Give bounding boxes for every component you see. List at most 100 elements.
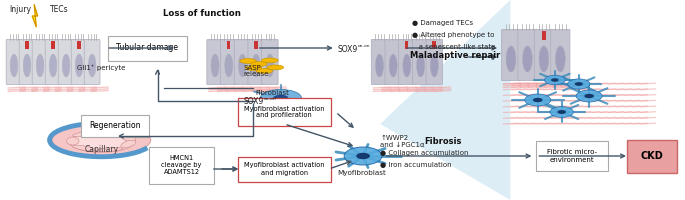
Ellipse shape	[568, 79, 590, 89]
Ellipse shape	[523, 46, 532, 72]
Circle shape	[240, 59, 256, 63]
FancyBboxPatch shape	[518, 29, 537, 81]
Text: Myofibroblast activation
and profileration: Myofibroblast activation and profilerati…	[244, 106, 325, 118]
FancyBboxPatch shape	[238, 156, 330, 182]
Text: SOX9: SOX9	[243, 97, 264, 106]
Ellipse shape	[576, 90, 602, 102]
Text: TECs: TECs	[50, 4, 68, 14]
Ellipse shape	[575, 82, 583, 86]
Ellipse shape	[121, 140, 136, 148]
FancyBboxPatch shape	[426, 39, 443, 85]
Text: SOX9: SOX9	[337, 45, 358, 53]
Ellipse shape	[389, 54, 397, 77]
Text: Myofibroblast: Myofibroblast	[338, 170, 386, 176]
Ellipse shape	[75, 54, 83, 77]
Circle shape	[245, 66, 262, 70]
FancyBboxPatch shape	[19, 39, 35, 85]
Ellipse shape	[403, 54, 411, 77]
Text: Loss of function: Loss of function	[163, 8, 241, 18]
Ellipse shape	[211, 54, 219, 77]
Text: HMCN1
cleavage by
ADAMTS12: HMCN1 cleavage by ADAMTS12	[162, 155, 201, 175]
Ellipse shape	[73, 145, 96, 151]
Ellipse shape	[545, 75, 565, 85]
FancyBboxPatch shape	[385, 39, 401, 85]
Ellipse shape	[66, 137, 79, 145]
Bar	[227, 41, 230, 49]
FancyBboxPatch shape	[81, 115, 149, 137]
FancyBboxPatch shape	[501, 29, 521, 81]
Ellipse shape	[97, 147, 123, 152]
FancyBboxPatch shape	[551, 29, 570, 81]
Text: SASP
release: SASP release	[243, 64, 269, 77]
Ellipse shape	[375, 54, 384, 77]
FancyBboxPatch shape	[238, 98, 330, 126]
Text: ↑WWP2
and ↓PGC1α: ↑WWP2 and ↓PGC1α	[380, 134, 425, 148]
FancyBboxPatch shape	[207, 39, 223, 85]
Text: ● Altered phenotype to: ● Altered phenotype to	[412, 32, 495, 38]
FancyBboxPatch shape	[371, 39, 388, 85]
FancyBboxPatch shape	[234, 39, 251, 85]
Ellipse shape	[238, 54, 247, 77]
Ellipse shape	[525, 94, 551, 106]
Ellipse shape	[10, 54, 18, 77]
Text: ● Damaged TECs: ● Damaged TECs	[412, 20, 473, 26]
FancyBboxPatch shape	[71, 39, 87, 85]
Ellipse shape	[52, 124, 151, 156]
Ellipse shape	[260, 90, 301, 106]
Text: Tubular damage: Tubular damage	[116, 44, 178, 52]
FancyBboxPatch shape	[32, 39, 48, 85]
Text: Capillary: Capillary	[84, 146, 119, 154]
Text: Injury: Injury	[9, 4, 31, 14]
Circle shape	[256, 69, 273, 73]
Text: Fibroblast: Fibroblast	[256, 90, 289, 96]
Ellipse shape	[225, 54, 233, 77]
Bar	[405, 41, 408, 49]
Ellipse shape	[266, 54, 274, 77]
Text: Gli1⁺ pericyte: Gli1⁺ pericyte	[77, 65, 125, 71]
Ellipse shape	[558, 110, 566, 114]
Text: Fibrosis: Fibrosis	[425, 136, 462, 146]
Bar	[25, 41, 29, 49]
FancyBboxPatch shape	[108, 36, 186, 60]
Ellipse shape	[49, 54, 57, 77]
FancyBboxPatch shape	[84, 39, 100, 85]
Polygon shape	[380, 0, 510, 200]
Ellipse shape	[62, 54, 70, 77]
Ellipse shape	[584, 94, 594, 98]
FancyBboxPatch shape	[399, 39, 415, 85]
FancyBboxPatch shape	[627, 140, 677, 172]
Bar	[77, 41, 81, 49]
FancyBboxPatch shape	[45, 39, 61, 85]
FancyBboxPatch shape	[412, 39, 429, 85]
Ellipse shape	[416, 54, 425, 77]
FancyBboxPatch shape	[536, 141, 608, 171]
Ellipse shape	[506, 46, 516, 72]
Ellipse shape	[533, 98, 543, 102]
Ellipse shape	[430, 54, 438, 77]
Ellipse shape	[73, 131, 96, 137]
Ellipse shape	[345, 147, 382, 165]
FancyBboxPatch shape	[6, 39, 22, 85]
Ellipse shape	[252, 54, 260, 77]
Ellipse shape	[69, 132, 134, 152]
Ellipse shape	[23, 54, 31, 77]
Circle shape	[267, 65, 284, 70]
Ellipse shape	[97, 130, 123, 135]
Ellipse shape	[121, 134, 136, 142]
Circle shape	[251, 62, 267, 66]
Ellipse shape	[551, 78, 559, 82]
FancyBboxPatch shape	[534, 29, 553, 81]
Text: CKD: CKD	[640, 151, 664, 161]
Ellipse shape	[539, 46, 549, 72]
FancyBboxPatch shape	[58, 39, 74, 85]
Circle shape	[262, 58, 278, 63]
Polygon shape	[32, 5, 38, 27]
Bar	[254, 41, 258, 49]
FancyBboxPatch shape	[149, 146, 214, 184]
Ellipse shape	[36, 54, 44, 77]
Ellipse shape	[356, 153, 370, 159]
Text: Fibrotic micro-
environment: Fibrotic micro- environment	[547, 150, 597, 162]
Text: Regeneration: Regeneration	[89, 121, 141, 130]
Text: ● Collagen accumulation: ● Collagen accumulation	[380, 150, 469, 156]
Ellipse shape	[556, 46, 565, 72]
